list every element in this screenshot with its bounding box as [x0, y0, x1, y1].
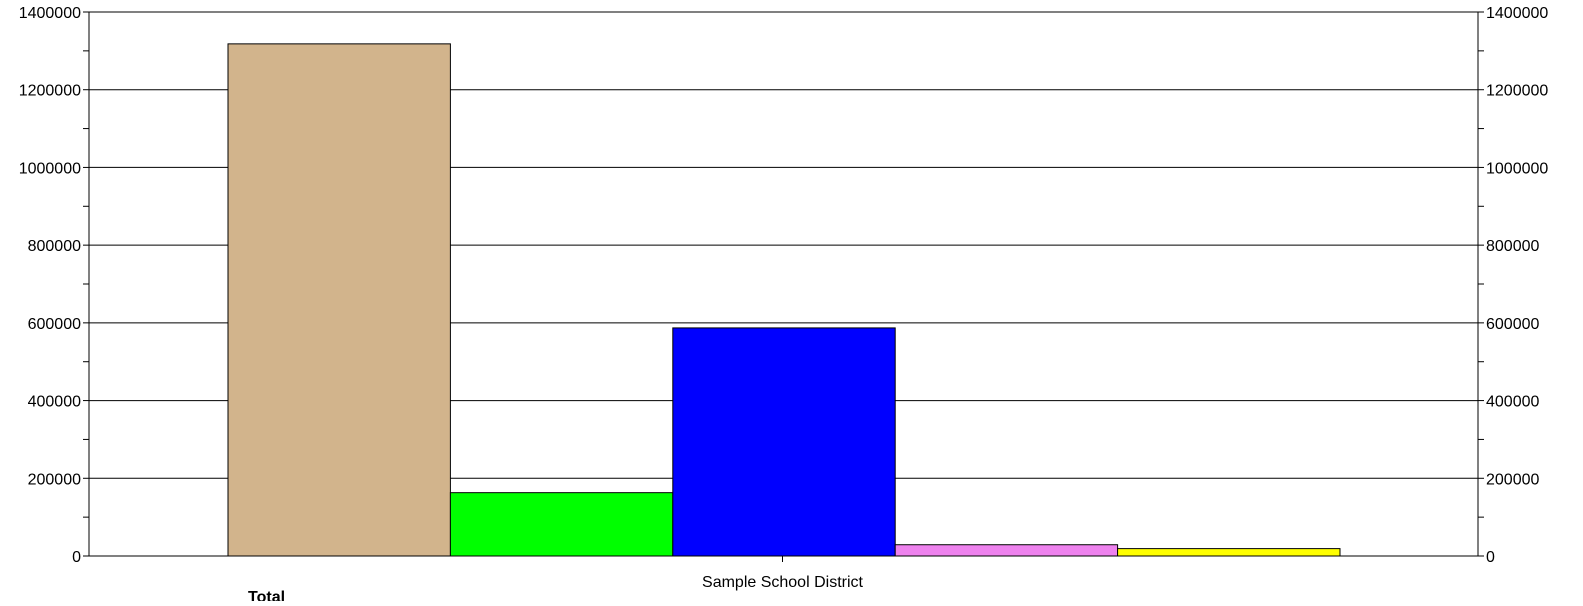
- y-tick-label-left: 600000: [28, 316, 81, 333]
- bar-series-2: [449, 492, 674, 557]
- y-tick-label-left: 1400000: [19, 5, 81, 22]
- y-tick-label-right: 600000: [1486, 316, 1539, 333]
- bar-series-3: [672, 327, 896, 557]
- y-tick-label-right: 200000: [1486, 471, 1539, 488]
- axes: [83, 11, 1484, 562]
- x-tick-label: Sample School District: [702, 574, 864, 591]
- y-tick-label-right: 400000: [1486, 394, 1539, 411]
- y-tick-label-right: 1400000: [1486, 5, 1548, 22]
- y-tick-label-right: 1200000: [1486, 83, 1548, 100]
- y-tick-label-left: 0: [72, 549, 81, 566]
- legend: Total: [0, 585, 1583, 601]
- y-tick-label-left: 1200000: [19, 83, 81, 100]
- bar-series-4: [894, 544, 1119, 557]
- bars: [227, 43, 1341, 557]
- y-tick-label-right: 800000: [1486, 238, 1539, 255]
- y-tick-label-left: 1000000: [19, 160, 81, 177]
- y-tick-label-left: 200000: [28, 471, 81, 488]
- y-tick-label-right: 1000000: [1486, 160, 1548, 177]
- y-tick-label-left: 800000: [28, 238, 81, 255]
- tick-labels: 0 0 200000 200000 400000 400000 600000 600000 80…: [19, 5, 1549, 591]
- y-tick-label-right: 0: [1486, 549, 1495, 566]
- y-tick-label-left: 400000: [28, 394, 81, 411]
- legend-entry-total: Total: [248, 589, 286, 601]
- bar-series-1: [227, 43, 451, 557]
- bar-series-5: [1117, 548, 1341, 557]
